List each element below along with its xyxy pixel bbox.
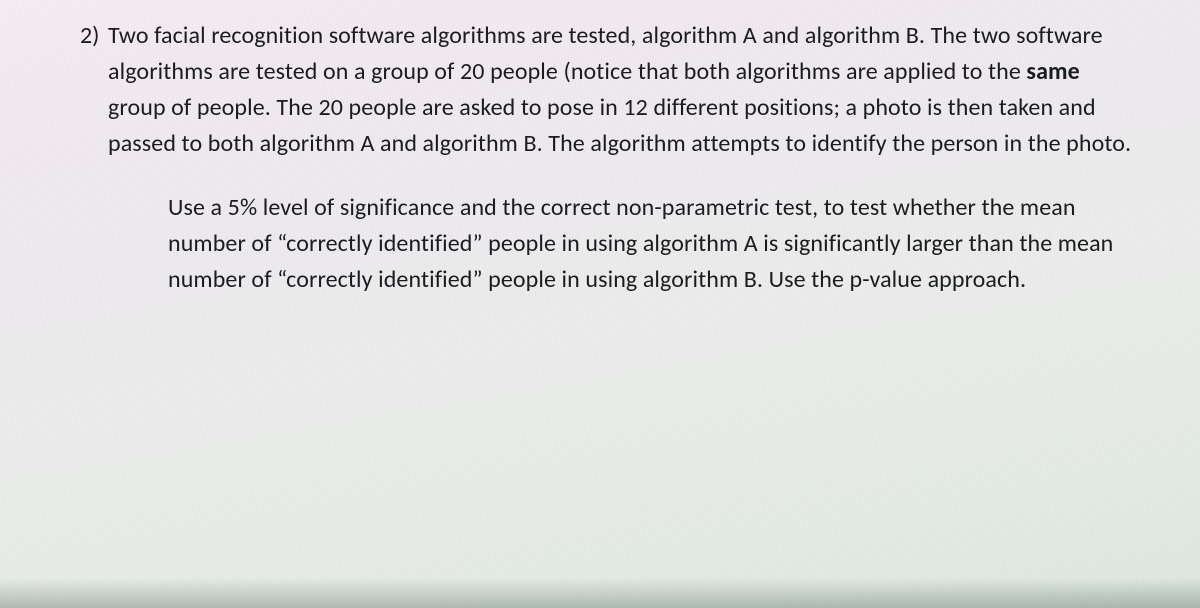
para1-pre-text: Two facial recognition software algorith…	[108, 21, 1103, 86]
problem-paragraph-2: Use a 5% level of significance and the c…	[168, 190, 1140, 298]
problem-block: 2) Two facial recognition software algor…	[108, 18, 1140, 298]
para1-bold-word: same	[1026, 57, 1079, 86]
problem-paragraph-1: Two facial recognition software algorith…	[108, 18, 1140, 162]
para1-post-text: group of people. The 20 people are asked…	[108, 93, 1131, 158]
problem-number: 2)	[80, 18, 99, 54]
